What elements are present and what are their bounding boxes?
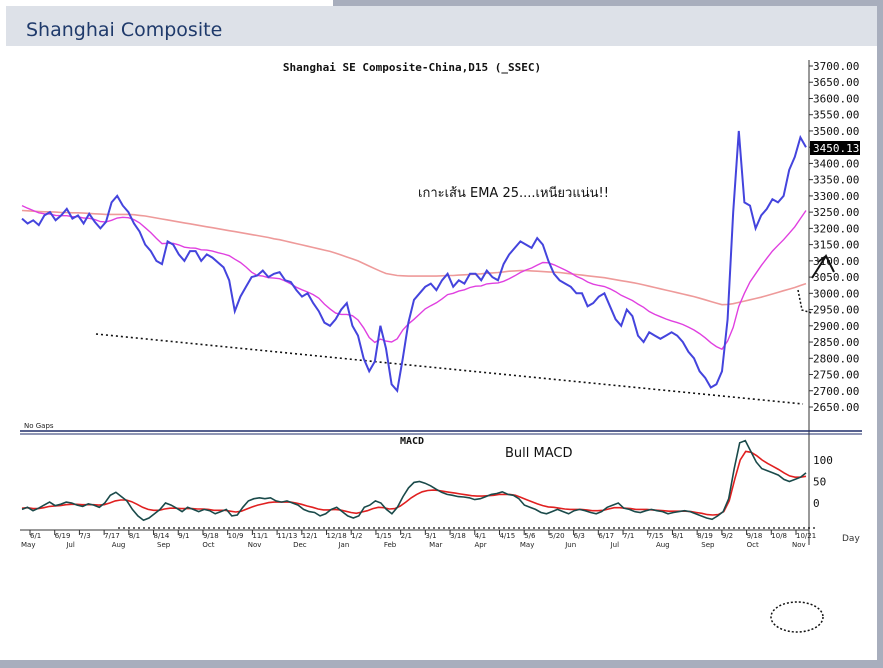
x-month-label: Oct <box>202 541 214 549</box>
price-tick-label: 3700.00 <box>813 60 859 73</box>
x-day-label: 1/15 <box>376 532 392 540</box>
arrow-dotted-hint <box>797 289 813 314</box>
x-month-label: Sep <box>157 541 171 549</box>
x-day-label: 6/17 <box>598 532 614 540</box>
frame-shadow-bottom <box>0 660 883 668</box>
price-tick-label: 2650.00 <box>813 401 859 414</box>
x-day-label: 10/8 <box>771 532 787 540</box>
x-day-label: 10/9 <box>228 532 244 540</box>
x-month-label: Aug <box>112 541 126 549</box>
ema-annotation: เกาะเส้น EMA 25....เหนียวแน่น!! <box>418 185 609 201</box>
x-month-label: May <box>520 541 534 549</box>
x-month-label: Jan <box>337 541 349 549</box>
chart-title: Shanghai SE Composite-China,D15 (_SSEC) <box>283 61 541 74</box>
support-trendline <box>95 333 804 405</box>
chart-panel <box>6 6 877 660</box>
x-day-label: 7/1 <box>623 532 634 540</box>
x-day-label: 9/18 <box>203 532 219 540</box>
x-month-label: Feb <box>384 541 397 549</box>
x-day-label: 7/3 <box>79 532 90 540</box>
ema-short-line <box>21 204 807 351</box>
price-line <box>21 130 807 394</box>
x-day-label: 8/1 <box>672 532 683 540</box>
x-month-label: Jun <box>564 541 576 549</box>
last-price-label: 3450.13 <box>813 142 859 155</box>
price-tick-label: 3350.00 <box>813 174 859 187</box>
x-day-label: 5/6 <box>524 532 536 540</box>
x-day-label: 7/17 <box>104 532 120 540</box>
price-tick-label: 3000.00 <box>813 287 859 300</box>
x-month-label: Nov <box>248 541 262 549</box>
x-day-label: 10/21 <box>796 532 816 540</box>
price-tick-label: 3600.00 <box>813 92 859 105</box>
price-tick-label: 2850.00 <box>813 336 859 349</box>
no-gaps-label: No Gaps <box>24 422 54 430</box>
price-tick-label: 3250.00 <box>813 206 859 219</box>
price-tick-label: 2700.00 <box>813 385 859 398</box>
x-month-label: Mar <box>429 541 442 549</box>
x-day-label: 8/1 <box>129 532 140 540</box>
x-day-label: 9/1 <box>178 532 189 540</box>
x-unit-label: Day <box>842 534 860 544</box>
price-tick-label: 2950.00 <box>813 304 859 317</box>
x-month-label: Nov <box>792 541 806 549</box>
price-axis-ticks: 3700.00 3650.00 3600.00 3550.00 3500.00 3450.… <box>809 60 859 414</box>
macd-line <box>21 439 807 522</box>
x-day-label: 7/15 <box>648 532 664 540</box>
price-tick-label: 3200.00 <box>813 222 859 235</box>
x-day-label: 8/19 <box>697 532 713 540</box>
macd-label: MACD <box>400 436 424 447</box>
price-tick-label: 3550.00 <box>813 109 859 122</box>
x-month-label: Sep <box>701 541 715 549</box>
dotted-ellipse <box>770 601 824 633</box>
x-axis-labels: 6/1 6/19 7/3 7/17 8/1 8/14 9/1 9/18 10/9 11/1 11/1… <box>21 530 816 549</box>
x-day-label: 4/1 <box>475 532 486 540</box>
x-month-label: Apr <box>475 541 487 549</box>
x-month-label: Dec <box>293 541 307 549</box>
x-month-label: Oct <box>747 541 759 549</box>
page-title: Shanghai Composite <box>26 19 223 41</box>
x-day-label: 8/14 <box>154 532 170 540</box>
x-day-label: 6/3 <box>574 532 585 540</box>
macd-tick-label: 100 <box>813 454 833 467</box>
price-tick-label: 3400.00 <box>813 157 859 170</box>
last-price-box <box>810 141 860 155</box>
macd-tick-label: 0 <box>813 497 820 510</box>
x-day-label: 11/13 <box>277 532 297 540</box>
ema-long-line <box>21 209 807 306</box>
price-tick-label: 3500.00 <box>813 125 859 138</box>
macd-annotation: Bull MACD <box>505 446 572 461</box>
x-day-label: 4/15 <box>499 532 515 540</box>
x-month-label: May <box>21 541 35 549</box>
x-day-label: 9/2 <box>722 532 733 540</box>
x-day-label: 1/2 <box>351 532 362 540</box>
x-month-label: Jul <box>610 541 620 549</box>
x-day-label: 3/18 <box>450 532 466 540</box>
x-day-label: 2/1 <box>401 532 412 540</box>
x-day-label: 9/18 <box>747 532 763 540</box>
x-month-label: Aug <box>656 541 670 549</box>
price-tick-label: 2900.00 <box>813 320 859 333</box>
x-day-label: 12/18 <box>327 532 347 540</box>
x-day-label: 3/1 <box>425 532 436 540</box>
x-month-label: Jul <box>65 541 75 549</box>
price-tick-label: 3050.00 <box>813 271 859 284</box>
price-tick-label: 3300.00 <box>813 190 859 203</box>
price-tick-label: 2800.00 <box>813 352 859 365</box>
price-tick-label: 3650.00 <box>813 76 859 89</box>
price-tick-label: 3150.00 <box>813 239 859 252</box>
x-day-label: 5/20 <box>549 532 565 540</box>
header-bar: Shanghai Composite <box>6 6 877 46</box>
arrow-annotation <box>811 253 835 279</box>
x-day-label: 6/1 <box>30 532 41 540</box>
macd-signal-line <box>21 450 807 516</box>
x-day-label: 12/1 <box>302 532 318 540</box>
x-day-label: 11/1 <box>252 532 268 540</box>
x-day-label: 6/19 <box>55 532 71 540</box>
macd-tick-label: 50 <box>813 476 826 489</box>
price-tick-label: 2750.00 <box>813 369 859 382</box>
macd-axis-ticks: 100 50 0 <box>813 454 833 510</box>
